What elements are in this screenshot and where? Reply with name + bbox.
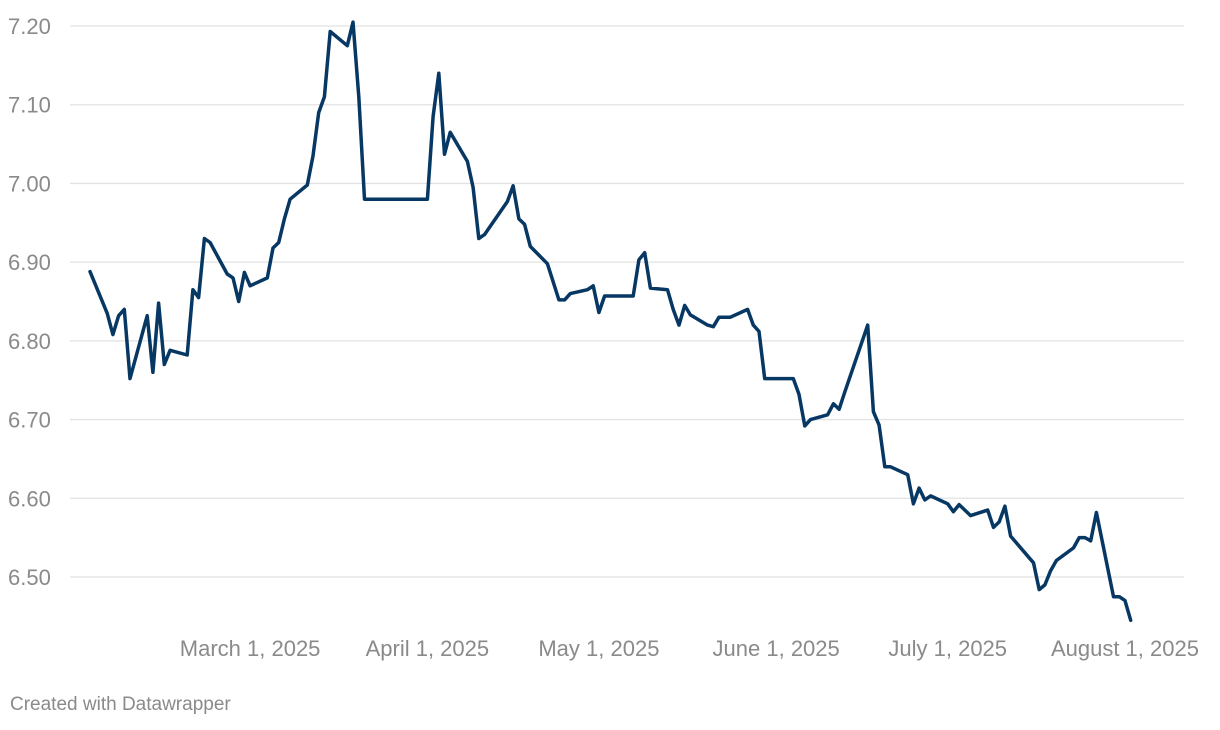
y-tick-label: 7.00 bbox=[8, 171, 51, 196]
y-tick-label: 6.60 bbox=[8, 486, 51, 511]
x-tick-label: May 1, 2025 bbox=[538, 636, 659, 661]
x-tick-label: August 1, 2025 bbox=[1051, 636, 1199, 661]
y-tick-label: 6.90 bbox=[8, 250, 51, 275]
y-tick-label: 6.50 bbox=[8, 565, 51, 590]
gridlines bbox=[70, 25, 1184, 578]
series-layer bbox=[88, 20, 1133, 623]
x-tick-label: March 1, 2025 bbox=[180, 636, 321, 661]
x-axis: March 1, 2025 April 1, 2025 May 1, 2025 Jun… bbox=[180, 636, 1199, 661]
x-tick-label: April 1, 2025 bbox=[366, 636, 490, 661]
x-tick-label: July 1, 2025 bbox=[888, 636, 1007, 661]
line-chart: 7.20 7.10 7.00 6.90 6.80 6.70 6.60 6.50 March 1… bbox=[8, 14, 1199, 661]
y-tick-label: 7.20 bbox=[8, 14, 51, 39]
credit-text: Created with Datawrapper bbox=[10, 694, 231, 715]
series-line bbox=[88, 20, 1133, 623]
x-tick-label: June 1, 2025 bbox=[713, 636, 840, 661]
y-tick-label: 6.80 bbox=[8, 329, 51, 354]
y-tick-label: 6.70 bbox=[8, 408, 51, 433]
y-tick-label: 7.10 bbox=[8, 93, 51, 118]
y-axis: 7.20 7.10 7.00 6.90 6.80 6.70 6.60 6.50 bbox=[8, 14, 51, 590]
